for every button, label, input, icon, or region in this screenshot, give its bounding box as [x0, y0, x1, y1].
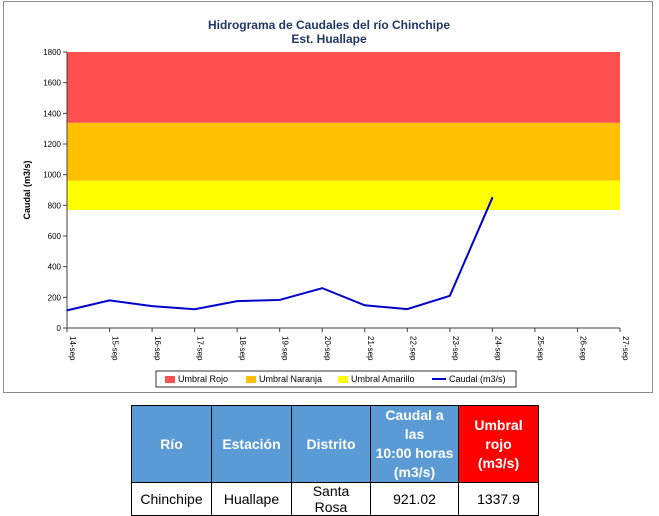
hydrograph-chart: Hidrograma de Caudales del río Chinchipe… [22, 18, 630, 388]
y-tick-label: 1200 [43, 140, 61, 149]
header-distrito: Distrito [291, 405, 371, 483]
y-tick-label: 1600 [43, 79, 61, 88]
legend-swatch [165, 376, 175, 383]
y-tick-label: 1400 [43, 109, 61, 118]
table-header-row: Río Estación Distrito Caudal a las 10:00 … [131, 405, 539, 483]
summary-table: Río Estación Distrito Caudal a las 10:00 … [131, 405, 539, 516]
data-point [449, 295, 451, 297]
x-tick-label: 19-sep [281, 336, 290, 361]
x-tick-label: 18-sep [238, 336, 247, 361]
legend-item: Umbral Naranja [246, 374, 322, 384]
x-tick-label: 15-sep [111, 336, 120, 361]
header-rio: Río [131, 405, 212, 483]
chart-subtitle: Est. Huallape [291, 32, 367, 46]
legend-item: Umbral Amarillo [338, 374, 415, 384]
x-tick-label: 25-sep [536, 336, 545, 361]
cell-caudal: 921.02 [370, 482, 459, 516]
x-tick-label: 17-sep [196, 336, 205, 361]
data-point [321, 287, 324, 289]
header-caudal: Caudal a las 10:00 horas (m3/s) [370, 405, 459, 483]
chart-title: Hidrograma de Caudales del río Chinchipe [208, 18, 450, 32]
legend-label: Umbral Amarillo [351, 374, 415, 384]
y-tick-label: 0 [57, 324, 62, 333]
legend-label: Umbral Naranja [259, 374, 322, 384]
band-umbral-amarillo [67, 180, 620, 210]
band-umbral-naranja [67, 122, 620, 181]
header-umbral-rojo: Umbral rojo (m3/s) [458, 405, 539, 483]
data-point [278, 299, 281, 301]
y-tick-label: 200 [48, 293, 62, 302]
cell-estacion: Huallape [211, 482, 292, 516]
x-tick-label: 24-sep [493, 336, 502, 361]
x-tick-label: 22-sep [408, 336, 417, 361]
x-tick-label: 14-sep [68, 336, 77, 361]
data-point [66, 309, 68, 312]
cell-rio: Chinchipe [131, 482, 212, 516]
chart-frame: Hidrograma de Caudales del río Chinchipe… [3, 1, 653, 393]
cell-distrito: Santa Rosa [291, 482, 371, 516]
header-estacion: Estación [211, 405, 292, 483]
y-tick-label: 1000 [43, 171, 61, 180]
y-tick-label: 800 [48, 201, 62, 210]
data-point [491, 196, 494, 199]
legend-item: Caudal (m3/s) [432, 374, 506, 384]
x-tick-label: 26-sep [578, 336, 587, 361]
data-point [193, 308, 196, 311]
y-tick-label: 1800 [43, 48, 61, 57]
data-point [236, 300, 238, 302]
legend-swatch [338, 376, 348, 383]
data-point [108, 299, 111, 302]
legend-label: Caudal (m3/s) [449, 374, 506, 384]
x-tick-label: 20-sep [323, 336, 332, 361]
table-row: Chinchipe Huallape Santa Rosa 921.02 133… [131, 482, 539, 516]
legend-item: Umbral Rojo [165, 374, 228, 384]
x-tick-label: 27-sep [621, 336, 630, 361]
x-tick-label: 16-sep [153, 336, 162, 361]
cell-umbral-rojo: 1337.9 [458, 482, 539, 516]
y-tick-label: 600 [48, 232, 62, 241]
band-umbral-rojo [67, 52, 620, 123]
y-axis-label: Caudal (m3/s) [22, 160, 32, 219]
legend-label: Umbral Rojo [178, 374, 228, 384]
y-tick-label: 400 [48, 263, 62, 272]
data-point [363, 304, 366, 307]
x-tick-label: 21-sep [366, 336, 375, 361]
data-point [406, 308, 409, 310]
data-point [151, 305, 153, 307]
legend-swatch [246, 376, 256, 383]
x-tick-label: 23-sep [451, 336, 460, 361]
series-line [66, 197, 494, 312]
